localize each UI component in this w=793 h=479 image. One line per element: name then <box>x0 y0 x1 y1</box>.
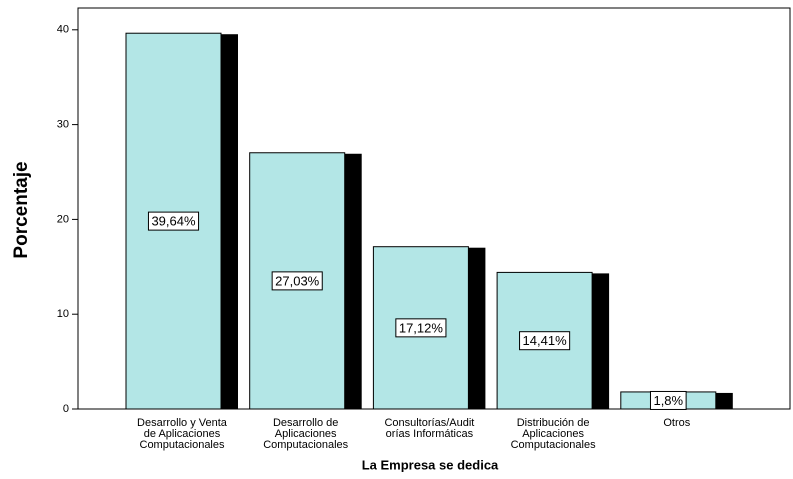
value-label: 39,64% <box>151 214 196 229</box>
y-axis-label: Porcentaje <box>11 161 32 258</box>
y-tick-label: 40 <box>57 24 69 36</box>
bar-shadow <box>344 153 362 409</box>
bar-shadow <box>468 247 486 409</box>
bar-shadow <box>715 392 733 409</box>
value-label-box <box>147 211 200 231</box>
x-tick-label-box: Desarrollo de Aplicaciones Computacional… <box>263 418 349 451</box>
y-tick-label: 30 <box>57 119 69 131</box>
x-tick-label-box: Otros <box>663 418 691 429</box>
x-tick-label-box: Consultorías/Auditorías Informáticas <box>384 418 475 440</box>
bar-shadow <box>592 273 610 409</box>
value-label-box <box>519 331 571 351</box>
x-tick-label: Desarrollo y Venta de Aplicaciones Compu… <box>137 418 227 451</box>
x-tick-label: Desarrollo de Aplicaciones Computacional… <box>263 418 349 451</box>
value-label: 27,03% <box>275 273 320 288</box>
y-tick-label: 0 <box>63 403 69 415</box>
x-tick-label-box: Distribución de Aplicaciones Computacion… <box>510 418 596 451</box>
y-tick-label: 20 <box>57 213 69 225</box>
x-tick-label: Otros <box>663 418 691 429</box>
x-tick-label-box: Desarrollo y Venta de Aplicaciones Compu… <box>137 418 227 451</box>
value-label: 17,12% <box>399 320 444 335</box>
value-label: 1,8% <box>653 393 683 408</box>
value-label-box <box>395 318 447 338</box>
x-axis-label: La Empresa se dedica <box>362 457 499 472</box>
x-tick-label: Distribución de Aplicaciones Computacion… <box>510 418 596 451</box>
value-label: 14,41% <box>523 333 568 348</box>
bar-shadow <box>221 34 238 409</box>
y-tick-label: 10 <box>57 308 69 320</box>
x-tick-label: Consultorías/Auditorías Informáticas <box>384 418 475 440</box>
value-label-box <box>271 271 323 291</box>
value-label-box <box>649 390 687 410</box>
